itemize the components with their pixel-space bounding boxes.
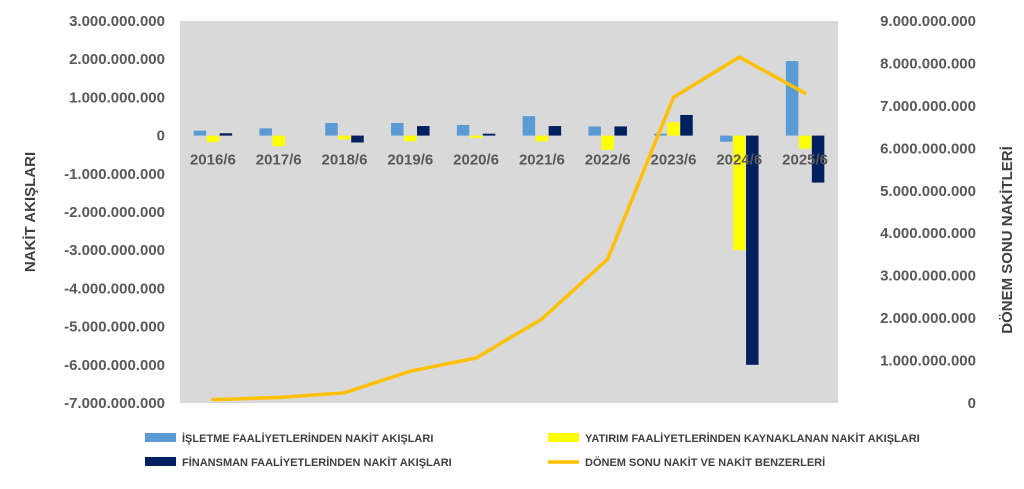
left-tick-label: 2.000.000.000 (69, 51, 165, 68)
bar-s1-2018-6 (325, 122, 338, 136)
category-label: 2025/6 (782, 152, 828, 169)
bar-s3-2023-6 (680, 114, 693, 136)
legend-swatch (548, 433, 579, 442)
category-label: 2024/6 (716, 152, 762, 169)
bar-s2-2022-6 (601, 135, 614, 150)
legend: İŞLETME FAALİYETLERİNDEN NAKİT AKIŞLARI Y… (145, 432, 920, 469)
right-tick-label: 1.000.000.000 (880, 353, 976, 370)
left-tick-label: 1.000.000.000 (69, 89, 165, 106)
bar-s1-2022-6 (588, 126, 601, 136)
left-tick-label: -4.000.000.000 (64, 280, 165, 297)
left-tick-label: 3.000.000.000 (69, 13, 165, 30)
category-label: 2016/6 (190, 152, 236, 169)
right-tick-label: 0 (968, 395, 976, 412)
legend-swatch (145, 433, 176, 442)
left-tick-label: -7.000.000.000 (64, 395, 165, 412)
category-label: 2019/6 (387, 152, 433, 169)
right-axis-ticks: 9.000.000.000 8.000.000.000 7.000.000.000 6… (880, 13, 976, 412)
bar-s2-2024-6 (733, 135, 746, 251)
bar-s1-2017-6 (259, 128, 272, 136)
left-tick-label: -2.000.000.000 (64, 204, 165, 221)
bar-s3-2021-6 (548, 126, 562, 136)
bar-s3-2019-6 (417, 126, 430, 136)
right-tick-label: 5.000.000.000 (880, 183, 976, 200)
bar-s3-2018-6 (351, 135, 364, 143)
bar-s2-2018-6 (338, 135, 351, 140)
category-label: 2022/6 (585, 152, 631, 169)
right-tick-label: 4.000.000.000 (880, 225, 976, 242)
right-tick-label: 2.000.000.000 (880, 310, 976, 327)
bar-s2-2019-6 (404, 135, 417, 142)
legend-swatch (145, 457, 176, 466)
line-series-cash-end-of-period (211, 55, 807, 402)
category-label: 2017/6 (256, 152, 302, 169)
legend-label: DÖNEM SONU NAKİT VE NAKİT BENZERLERİ (585, 456, 825, 469)
bar-s1-2016-6 (193, 130, 207, 136)
category-label: 2021/6 (519, 152, 565, 169)
line-layer (211, 55, 807, 402)
bar-s2-2025-6 (798, 135, 812, 149)
bar-s2-2023-6 (667, 122, 680, 136)
left-tick-label: -5.000.000.000 (64, 319, 165, 336)
left-tick-label: -6.000.000.000 (64, 357, 165, 374)
bar-s3-2016-6 (219, 133, 233, 136)
category-label: 2018/6 (322, 152, 368, 169)
bar-s1-2021-6 (522, 116, 536, 136)
right-tick-label: 7.000.000.000 (880, 98, 976, 115)
bar-s3-2024-6 (746, 135, 759, 365)
category-label: 2020/6 (453, 152, 499, 169)
bar-s3-2022-6 (614, 126, 627, 136)
bar-s1-2019-6 (391, 122, 404, 136)
bar-s1-2025-6 (785, 61, 799, 136)
right-tick-label: 6.000.000.000 (880, 140, 976, 157)
legend-label: YATIRIM FAALİYETLERİNDEN KAYNAKLANAN NAK… (585, 432, 920, 445)
bar-s2-2017-6 (272, 135, 285, 147)
left-tick-label: 0 (157, 128, 165, 145)
legend-label: FİNANSMAN FAALİYETLERİNDEN NAKİT AKIŞLAR… (182, 456, 452, 469)
legend-label: İŞLETME FAALİYETLERİNDEN NAKİT AKIŞLARI (182, 432, 433, 445)
category-label: 2023/6 (651, 152, 697, 169)
bar-s1-2020-6 (456, 124, 470, 136)
left-tick-label: -3.000.000.000 (64, 242, 165, 259)
right-axis-title: DÖNEM SONU NAKİTLERİ (999, 146, 1016, 334)
right-tick-label: 3.000.000.000 (880, 268, 976, 285)
left-tick-label: -1.000.000.000 (64, 166, 165, 183)
bar-s2-2020-6 (469, 135, 483, 138)
bar-s1-2023-6 (654, 133, 667, 136)
bar-s2-2016-6 (206, 135, 220, 143)
bar-s1-2024-6 (720, 135, 733, 142)
bar-s2-2021-6 (535, 135, 549, 142)
right-tick-label: 8.000.000.000 (880, 55, 976, 72)
left-axis-ticks: 3.000.000.000 2.000.000.000 1.000.000.000 0… (64, 13, 165, 412)
bar-s3-2025-6 (811, 135, 825, 183)
right-tick-label: 9.000.000.000 (880, 13, 976, 30)
bars-layer (193, 61, 825, 365)
bar-s3-2020-6 (482, 133, 496, 136)
left-axis-title: NAKİT AKIŞLARI (22, 152, 39, 272)
category-labels: 2016/6 2017/6 2018/6 2019/6 2020/6 2021/6 2022… (190, 152, 828, 169)
